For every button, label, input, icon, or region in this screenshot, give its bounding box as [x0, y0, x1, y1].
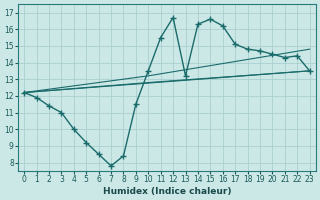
- X-axis label: Humidex (Indice chaleur): Humidex (Indice chaleur): [103, 187, 231, 196]
